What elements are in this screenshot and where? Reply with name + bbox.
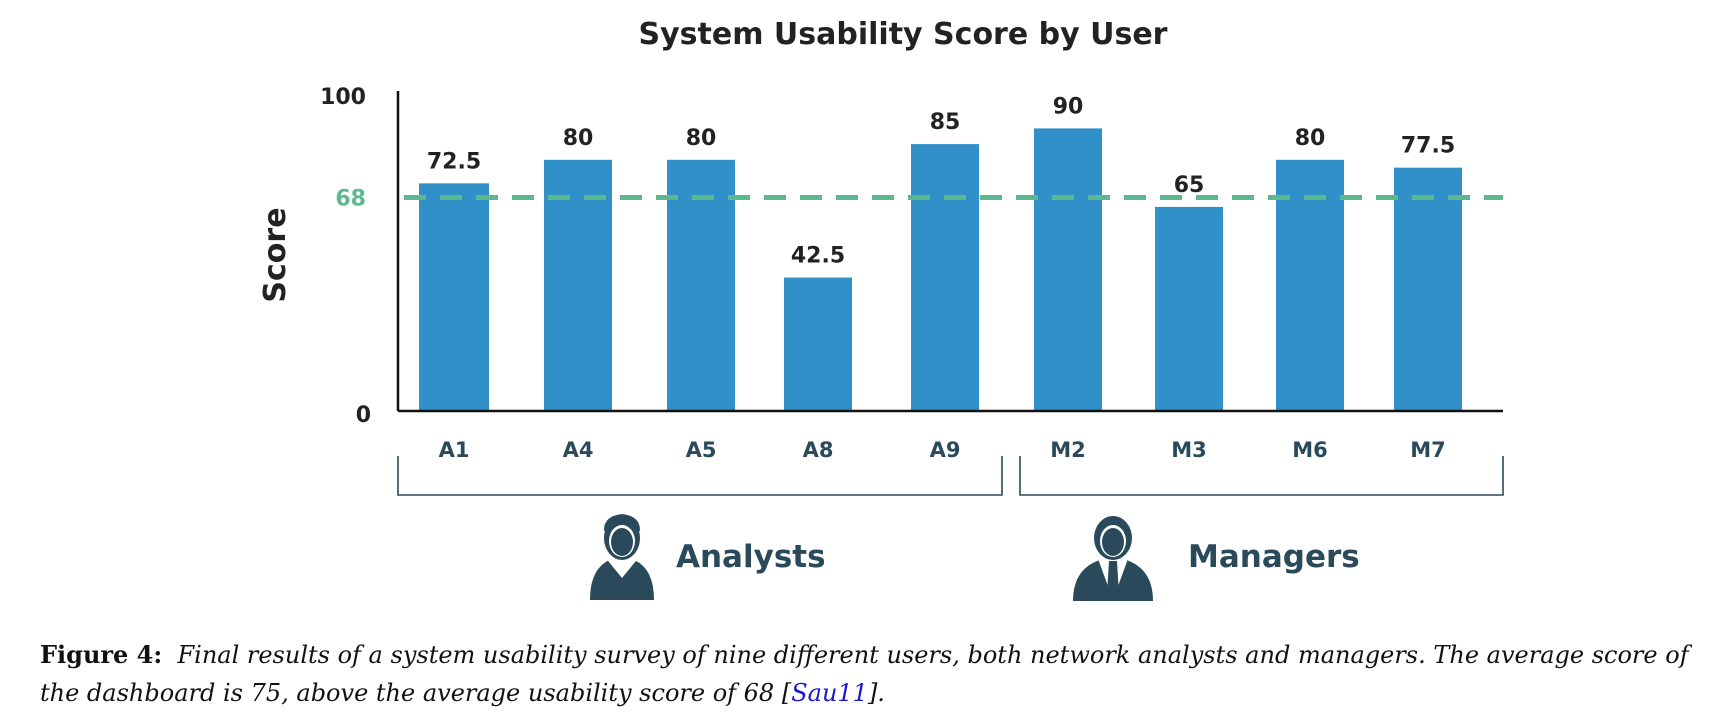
reference-line-label: 68 <box>335 186 366 211</box>
value-label-M3: 65 <box>1174 173 1205 198</box>
category-label-M7: M7 <box>1410 438 1446 462</box>
value-label-M7: 77.5 <box>1401 134 1455 159</box>
category-label-A1: A1 <box>439 438 470 462</box>
value-label-A9: 85 <box>930 110 961 135</box>
analyst-person-icon <box>590 514 654 600</box>
value-label-A4: 80 <box>563 126 594 151</box>
chart: System Usability Score by User Score 72.… <box>258 17 1504 601</box>
category-label-M6: M6 <box>1292 438 1328 462</box>
figure-label: Figure 4: <box>40 640 163 669</box>
manager-person-icon <box>1073 516 1153 601</box>
citation-link[interactable]: Sau11 <box>791 679 868 707</box>
bar-A1 <box>419 183 489 411</box>
value-label-A1: 72.5 <box>427 149 481 174</box>
figure-caption: Figure 4: Final results of a system usab… <box>40 636 1716 712</box>
category-label-A5: A5 <box>686 438 717 462</box>
value-label-M6: 80 <box>1295 126 1326 151</box>
y-tick-label-0: 0 <box>356 403 371 428</box>
value-labels-group: 72.5 80 80 42.5 85 90 65 80 77.5 <box>427 94 1455 268</box>
category-label-M3: M3 <box>1171 438 1207 462</box>
bar-M3 <box>1155 206 1223 411</box>
category-label-A9: A9 <box>930 438 961 462</box>
bar-M7 <box>1394 167 1462 411</box>
category-labels-group: A1 A4 A5 A8 A9 M2 M3 M6 M7 <box>439 438 1446 462</box>
category-label-M2: M2 <box>1050 438 1086 462</box>
caption-text: Final results of a system usability surv… <box>40 641 1689 707</box>
category-label-A8: A8 <box>803 438 834 462</box>
chart-title: System Usability Score by User <box>639 17 1168 52</box>
bar-A9 <box>911 144 979 411</box>
group-label-analysts: Analysts <box>676 539 826 575</box>
value-label-A8: 42.5 <box>791 244 845 269</box>
value-label-M2: 90 <box>1053 94 1084 119</box>
managers-bracket <box>1019 456 1504 496</box>
bar-A8 <box>784 277 852 411</box>
group-label-managers: Managers <box>1188 539 1360 575</box>
analysts-bracket <box>397 456 1003 496</box>
y-tick-label-100: 100 <box>320 85 366 110</box>
bars-group <box>419 128 1462 411</box>
y-axis-label: Score <box>258 207 293 302</box>
bar-M2 <box>1034 128 1102 411</box>
category-label-A4: A4 <box>563 438 594 462</box>
value-label-A5: 80 <box>686 126 717 151</box>
caption-text-end: ]. <box>867 679 885 707</box>
reference-line-group <box>404 194 1503 205</box>
